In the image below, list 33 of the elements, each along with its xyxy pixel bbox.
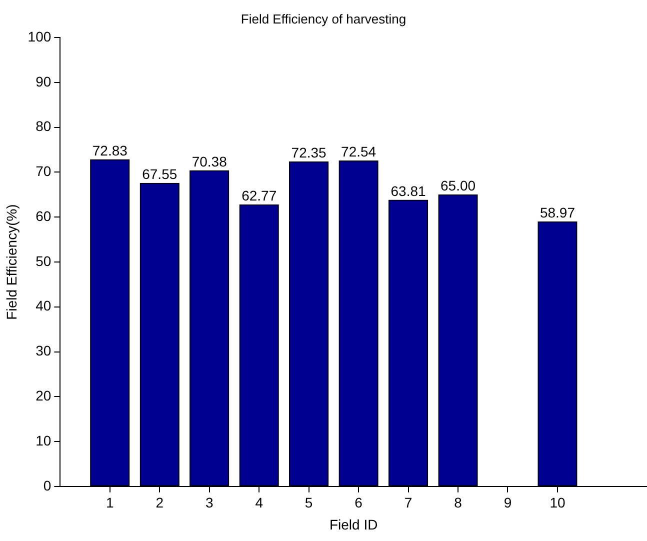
- y-tick-label: 30: [36, 342, 52, 359]
- x-tick-label: 4: [255, 494, 264, 511]
- y-tick-label: 0: [43, 477, 52, 494]
- y-tick-label: 60: [36, 208, 52, 224]
- y-tick-label: 40: [36, 298, 52, 314]
- data-label: 67.55: [142, 166, 178, 182]
- data-label: 72.35: [291, 144, 327, 161]
- x-tick-label: 2: [156, 494, 164, 511]
- y-tick-label: 70: [36, 163, 52, 180]
- data-label: 70.38: [192, 153, 228, 170]
- data-label: 65.00: [440, 178, 476, 194]
- data-label: 72.83: [92, 142, 128, 158]
- y-tick-label: 10: [36, 432, 52, 448]
- x-tick-label: 7: [404, 494, 412, 511]
- y-axis-title: Field Efficiency(%): [3, 204, 20, 320]
- x-tick-label: 9: [504, 494, 512, 511]
- x-tick-label: 1: [106, 494, 114, 511]
- data-label: 72.54: [341, 144, 376, 160]
- y-tick-label: 20: [36, 388, 52, 404]
- data-label: 58.97: [540, 204, 576, 221]
- x-tick-label: 10: [550, 494, 566, 511]
- data-label: 62.77: [242, 188, 277, 204]
- y-tick-label: 90: [36, 73, 52, 90]
- x-tick-label: 3: [205, 494, 214, 511]
- x-tick-label: 6: [354, 494, 363, 511]
- data-label: 63.81: [390, 182, 426, 199]
- y-tick-label: 50: [36, 252, 52, 269]
- x-tick-label: 8: [454, 494, 462, 511]
- y-tick-label: 80: [36, 118, 52, 134]
- x-axis-title: Field ID: [329, 516, 378, 532]
- y-tick-label: 100: [28, 28, 52, 44]
- x-tick-label: 5: [304, 494, 313, 511]
- chart-title: Field Efficiency of harvesting: [240, 11, 406, 26]
